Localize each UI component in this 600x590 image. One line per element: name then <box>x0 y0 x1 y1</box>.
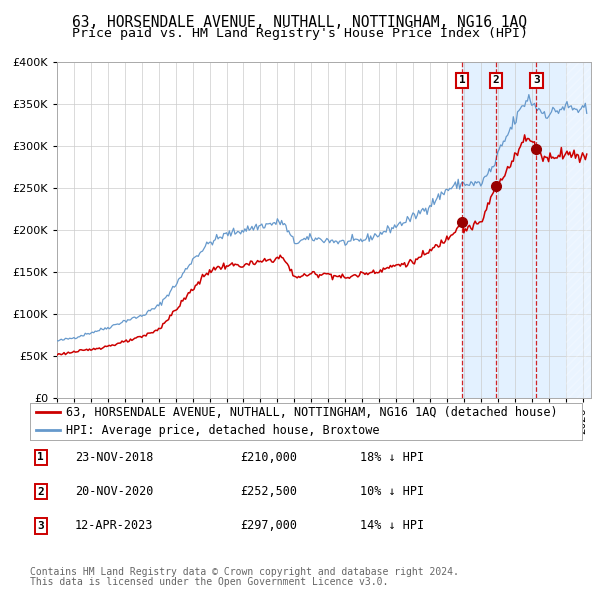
Text: 23-NOV-2018: 23-NOV-2018 <box>75 451 154 464</box>
Text: £252,500: £252,500 <box>240 485 297 498</box>
Text: 12-APR-2023: 12-APR-2023 <box>75 519 154 532</box>
Text: This data is licensed under the Open Government Licence v3.0.: This data is licensed under the Open Gov… <box>30 577 388 587</box>
Text: 2: 2 <box>37 487 44 497</box>
Text: 63, HORSENDALE AVENUE, NUTHALL, NOTTINGHAM, NG16 1AQ (detached house): 63, HORSENDALE AVENUE, NUTHALL, NOTTINGH… <box>66 405 557 419</box>
Text: 2: 2 <box>493 76 499 86</box>
Text: £210,000: £210,000 <box>240 451 297 464</box>
Text: 3: 3 <box>533 76 540 86</box>
Bar <box>566 62 600 398</box>
Text: 10% ↓ HPI: 10% ↓ HPI <box>360 485 424 498</box>
Text: 1: 1 <box>459 76 466 86</box>
Text: Price paid vs. HM Land Registry's House Price Index (HPI): Price paid vs. HM Land Registry's House … <box>72 27 528 40</box>
Bar <box>462 62 600 398</box>
Text: £297,000: £297,000 <box>240 519 297 532</box>
Text: 1: 1 <box>37 453 44 463</box>
Text: 14% ↓ HPI: 14% ↓ HPI <box>360 519 424 532</box>
Text: 18% ↓ HPI: 18% ↓ HPI <box>360 451 424 464</box>
Text: Contains HM Land Registry data © Crown copyright and database right 2024.: Contains HM Land Registry data © Crown c… <box>30 567 459 577</box>
Text: HPI: Average price, detached house, Broxtowe: HPI: Average price, detached house, Brox… <box>66 424 379 437</box>
Text: 63, HORSENDALE AVENUE, NUTHALL, NOTTINGHAM, NG16 1AQ: 63, HORSENDALE AVENUE, NUTHALL, NOTTINGH… <box>73 15 527 30</box>
Text: 20-NOV-2020: 20-NOV-2020 <box>75 485 154 498</box>
Text: 3: 3 <box>37 521 44 531</box>
